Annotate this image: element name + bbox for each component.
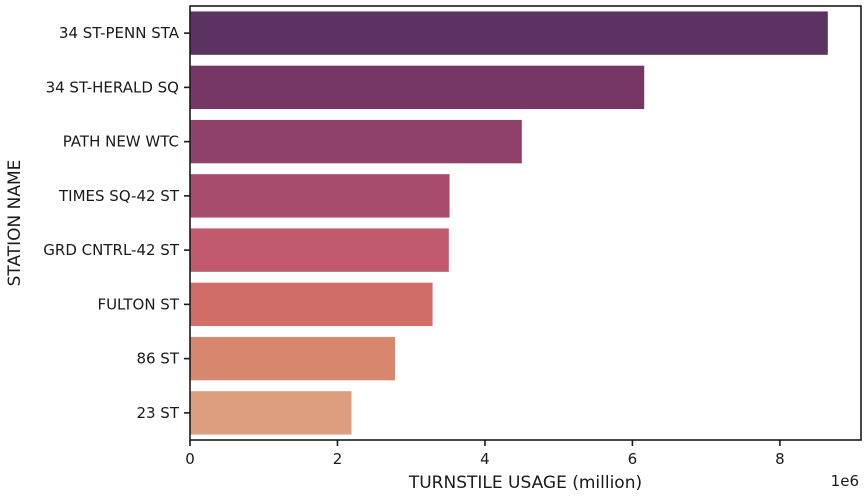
x-tick-label: 8 [775,450,785,468]
y-tick-label: 86 ST [136,350,179,368]
bar-34-st-penn-sta [190,11,828,55]
bar-23-st [190,391,352,435]
x-tick-label: 6 [628,450,638,468]
y-tick-label: GRD CNTRL-42 ST [43,241,180,259]
y-tick-label: TIMES SQ-42 ST [58,187,180,205]
bar-grd-cntrl-42-st [190,228,449,272]
y-tick-label: 34 ST-PENN STA [59,24,180,42]
y-tick-label: FULTON ST [97,295,179,313]
bar-86-st [190,336,395,381]
y-axis-label: STATION NAME [5,160,25,287]
x-axis-label: TURNSTILE USAGE (million) [408,473,642,493]
bar-fulton-st [190,282,433,327]
y-tick-label: 23 ST [136,404,179,422]
x-tick-label: 4 [480,450,490,468]
bars-group [190,11,828,435]
x-tick-label: 2 [333,450,343,468]
y-tick-label: 34 ST-HERALD SQ [46,78,179,96]
x-axis-offset-label: 1e6 [831,472,859,490]
y-tick-label: PATH NEW WTC [63,133,179,151]
x-tick-label: 0 [185,450,195,468]
bar-path-new-wtc [190,119,522,164]
x-ticks-group: 0 2 4 6 8 [185,440,785,468]
y-ticks-group: 34 ST-PENN STA 34 ST-HERALD SQ PATH NEW WT… [43,24,190,422]
bar-times-sq-42-st [190,174,450,218]
plot-frame [189,5,862,441]
bar-34-st-herald-sq [190,65,645,110]
